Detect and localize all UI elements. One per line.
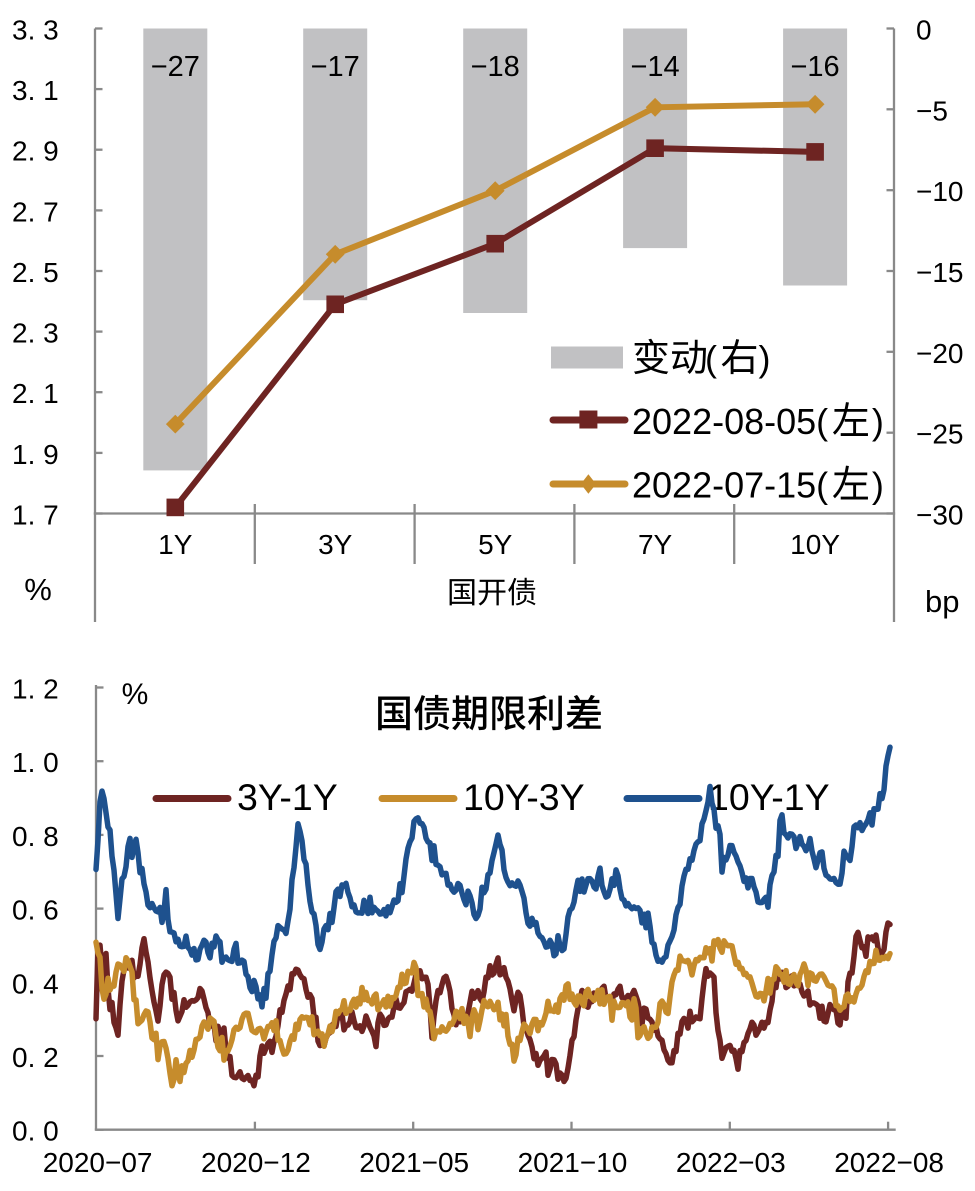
svg-text:−15: −15: [916, 257, 964, 288]
svg-text:2020−12: 2020−12: [201, 1147, 311, 1178]
svg-text:10Y-3Y: 10Y-3Y: [463, 776, 585, 818]
svg-text:2. 3: 2. 3: [12, 318, 59, 349]
svg-text:2022−08: 2022−08: [834, 1147, 944, 1178]
svg-text:): ): [759, 338, 771, 379]
svg-text:0: 0: [916, 15, 932, 46]
svg-text:1. 7: 1. 7: [12, 500, 59, 531]
svg-text:5Y: 5Y: [478, 529, 513, 560]
svg-text:3. 1: 3. 1: [12, 75, 59, 106]
svg-text:7Y: 7Y: [638, 529, 673, 560]
svg-text:0. 6: 0. 6: [12, 895, 59, 926]
svg-text:1Y: 1Y: [158, 529, 193, 560]
svg-text:2021−05: 2021−05: [359, 1147, 469, 1178]
svg-text:2022-08-05(: 2022-08-05(: [632, 401, 828, 442]
svg-text:−16: −16: [790, 51, 839, 83]
svg-text:−5: −5: [916, 95, 948, 126]
svg-text:): ): [872, 401, 884, 442]
svg-text:): ): [872, 465, 884, 506]
svg-text:2. 9: 2. 9: [12, 136, 59, 167]
svg-text:0. 0: 0. 0: [12, 1116, 59, 1147]
svg-text:1. 9: 1. 9: [12, 439, 59, 470]
svg-text:2. 1: 2. 1: [12, 378, 59, 409]
svg-text:−20: −20: [916, 338, 964, 369]
svg-text:%: %: [24, 572, 52, 607]
svg-text:10Y: 10Y: [790, 529, 840, 560]
svg-text:3Y-1Y: 3Y-1Y: [237, 776, 338, 818]
svg-text:3. 3: 3. 3: [12, 15, 59, 46]
svg-text:%: %: [122, 678, 149, 711]
svg-text:−25: −25: [916, 419, 964, 450]
svg-text:10Y-1Y: 10Y-1Y: [708, 776, 830, 818]
svg-text:0. 2: 0. 2: [12, 1042, 59, 1073]
svg-text:2021−10: 2021−10: [518, 1147, 628, 1178]
svg-text:−10: −10: [916, 176, 964, 207]
svg-text:2022-07-15(: 2022-07-15(: [632, 465, 828, 506]
svg-text:2020−07: 2020−07: [43, 1147, 153, 1178]
svg-text:2022−03: 2022−03: [676, 1147, 786, 1178]
svg-text:−18: −18: [471, 51, 520, 83]
svg-text:bp: bp: [925, 584, 959, 619]
svg-text:−27: −27: [151, 51, 200, 83]
svg-text:(: (: [705, 338, 717, 379]
svg-text:2. 5: 2. 5: [12, 257, 59, 288]
svg-text:−30: −30: [916, 500, 964, 531]
svg-text:1. 2: 1. 2: [12, 674, 59, 705]
svg-text:0. 8: 0. 8: [12, 821, 59, 852]
svg-text:−17: −17: [311, 51, 360, 83]
svg-text:3Y: 3Y: [318, 529, 353, 560]
svg-text:0. 4: 0. 4: [12, 968, 59, 999]
svg-text:−14: −14: [630, 51, 679, 83]
svg-text:2. 7: 2. 7: [12, 196, 59, 227]
svg-text:1. 0: 1. 0: [12, 747, 59, 778]
